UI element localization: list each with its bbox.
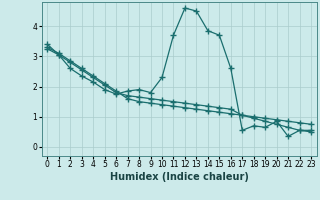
X-axis label: Humidex (Indice chaleur): Humidex (Indice chaleur) (110, 172, 249, 182)
